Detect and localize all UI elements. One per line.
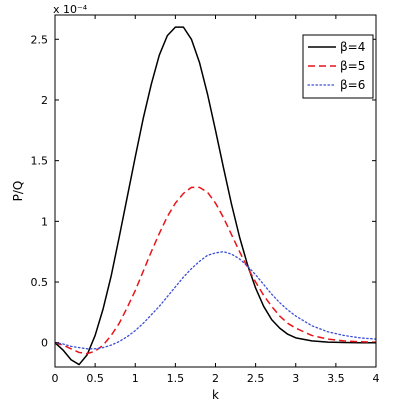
series-line-3: [55, 251, 376, 350]
legend-label-3: β=6: [340, 78, 365, 92]
legend-label-2: β=5: [340, 59, 365, 73]
x-tick-label: 1: [132, 372, 139, 385]
x-tick-label: 0: [52, 372, 59, 385]
series-line-2: [55, 186, 376, 355]
y-scale-multiplier: x 10⁻⁴: [53, 3, 88, 16]
y-tick-label: 0.5: [31, 276, 49, 289]
x-tick-label: 2: [212, 372, 219, 385]
legend-label-1: β=4: [340, 40, 365, 54]
x-tick-label: 0.5: [86, 372, 104, 385]
x-axis-label: k: [212, 388, 219, 402]
series-line-1: [55, 26, 376, 366]
y-tick-label: 1: [41, 215, 48, 228]
x-tick-label: 4: [373, 372, 380, 385]
y-tick-label: 2.5: [31, 33, 49, 46]
y-tick-label: 2: [41, 94, 48, 107]
x-tick-label: 3.5: [327, 372, 345, 385]
y-axis-label: P/Q: [11, 181, 25, 202]
x-tick-label: 1.5: [167, 372, 185, 385]
y-tick-label: 0: [41, 337, 48, 350]
x-tick-label: 2.5: [247, 372, 265, 385]
y-tick-label: 1.5: [31, 155, 49, 168]
x-tick-label: 3: [292, 372, 299, 385]
